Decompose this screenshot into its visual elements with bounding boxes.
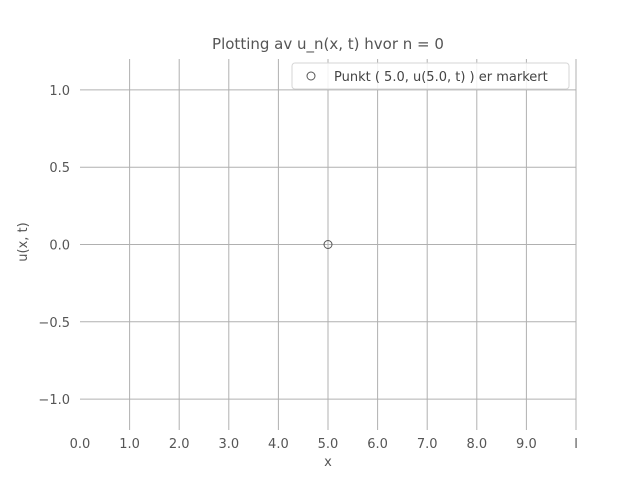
legend-box xyxy=(291,62,570,90)
x-tick-label: 7.0 xyxy=(417,437,438,452)
y-tick-label: 0.5 xyxy=(49,161,70,176)
y-tick-label: 1.0 xyxy=(49,84,70,99)
x-tick-label: 5.0 xyxy=(318,437,339,452)
legend: Punkt ( 5.0, u(5.0, t) ) er markert xyxy=(291,62,570,90)
x-axis-label: x xyxy=(324,455,332,470)
x-tick-label: 6.0 xyxy=(367,437,388,452)
x-tick-label: 8.0 xyxy=(466,437,487,452)
x-tick-label: 4.0 xyxy=(268,437,289,452)
y-tick-label: −0.5 xyxy=(38,316,70,331)
chart-title: Plotting av u_n(x, t) hvor n = 0 xyxy=(212,35,444,54)
x-tick-label: 3.0 xyxy=(218,437,239,452)
y-tick-label: 0.0 xyxy=(49,239,70,254)
data-point xyxy=(323,240,333,249)
tick-labels: 0.0 1.0 2.0 3.0 4.0 5.0 6.0 7.0 8.0 9.0 l −1.0 −0.5 0… xyxy=(38,84,577,452)
x-tick-label: l xyxy=(574,437,578,452)
y-tick-label: −1.0 xyxy=(38,393,70,408)
x-tick-label: 0.0 xyxy=(70,437,91,452)
grid xyxy=(80,59,577,430)
x-tick-label: 2.0 xyxy=(169,437,190,452)
legend-marker-icon xyxy=(306,71,316,81)
legend-entry: Punkt ( 5.0, u(5.0, t) ) er markert xyxy=(334,70,548,85)
y-axis-label: u(x, t) xyxy=(16,222,31,261)
x-tick-label: 9.0 xyxy=(516,437,537,452)
data-points xyxy=(323,240,333,249)
x-tick-label: 1.0 xyxy=(119,437,140,452)
